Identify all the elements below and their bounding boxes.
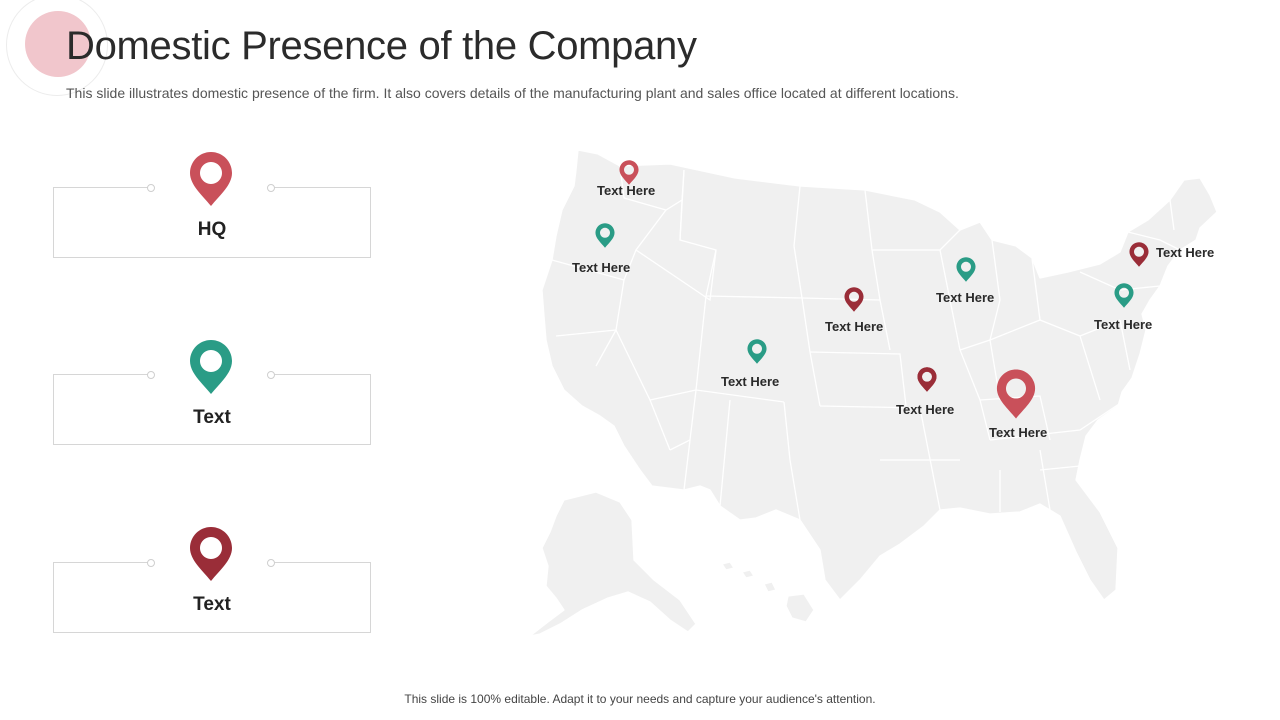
map-marker-pin-icon (1114, 283, 1134, 308)
map-marker-pin-icon (1129, 242, 1149, 267)
map-marker-pin-icon (956, 257, 976, 282)
us-map: Text Here Text Here Text Here Text Here … (520, 140, 1240, 650)
map-marker-label: Text Here (936, 290, 995, 305)
maroon-pin-icon (190, 527, 232, 581)
decorative-circle (25, 11, 91, 77)
map-marker-label: Text Here (825, 319, 884, 334)
map-marker-label: Text Here (597, 183, 656, 198)
map-marker-pin-icon (747, 339, 767, 364)
legend-card-teal (53, 371, 371, 445)
hawaii (721, 561, 815, 623)
state-borders (551, 165, 1181, 521)
map-marker-label: Text Here (989, 425, 1048, 440)
map-marker-label: Text Here (1156, 245, 1215, 260)
map-marker-pin-icon (595, 223, 615, 248)
map-marker-pin-icon (619, 160, 639, 185)
us-map-shape (529, 149, 1218, 637)
map-marker-label: Text Here (572, 260, 631, 275)
contiguous-us (541, 149, 1218, 601)
legend-label-hq: HQ (197, 219, 227, 240)
page-title: Domestic Presence of the Company (66, 24, 697, 68)
legend-label-teal: Text (193, 407, 231, 428)
map-marker-pin-icon (996, 369, 1036, 419)
footer-note: This slide is 100% editable. Adapt it to… (404, 692, 876, 706)
hq-pin-icon (190, 152, 232, 206)
map-marker-pin-icon (917, 367, 937, 392)
map-marker-label: Text Here (896, 402, 955, 417)
legend-label-maroon: Text (193, 594, 231, 615)
page-subtitle: This slide illustrates domestic presence… (66, 85, 959, 101)
map-marker-label: Text Here (1094, 317, 1153, 332)
alaska (529, 491, 697, 637)
map-marker-label: Text Here (721, 374, 780, 389)
teal-pin-icon (190, 340, 232, 394)
map-marker-pin-icon (844, 287, 864, 312)
